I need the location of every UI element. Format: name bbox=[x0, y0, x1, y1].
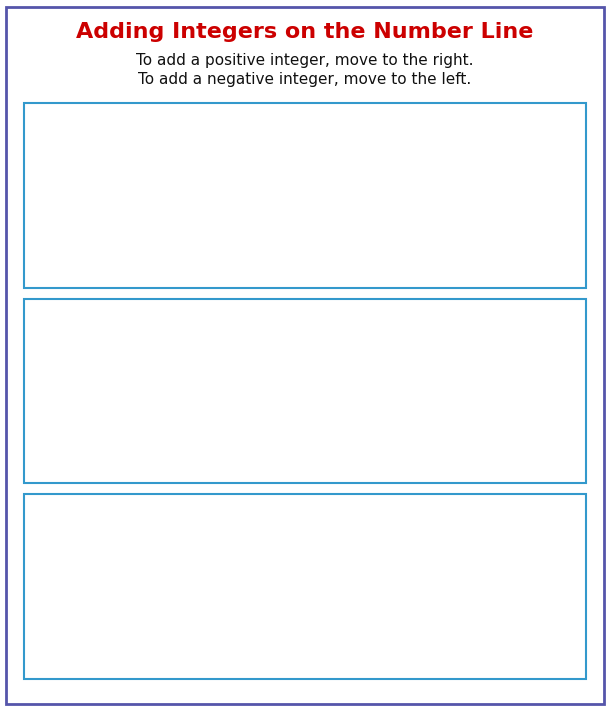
Text: -4: -4 bbox=[188, 611, 199, 624]
Text: 2: 2 bbox=[389, 416, 396, 429]
Text: -2: -2 bbox=[336, 611, 348, 624]
Text: 5: 5 bbox=[564, 416, 572, 429]
Text: -5: -5 bbox=[360, 634, 381, 653]
Text: 7: 7 bbox=[511, 439, 525, 457]
Text: 5: 5 bbox=[563, 220, 570, 233]
Text: 3: 3 bbox=[447, 416, 454, 429]
Text: =: = bbox=[270, 634, 300, 653]
Text: +: + bbox=[88, 243, 118, 262]
Text: 7: 7 bbox=[299, 312, 311, 331]
Text: -3: -3 bbox=[95, 416, 107, 429]
Text: 4: 4 bbox=[506, 416, 513, 429]
Text: – 4: – 4 bbox=[254, 508, 282, 526]
Text: -1: -1 bbox=[443, 544, 464, 562]
Text: 0: 0 bbox=[487, 611, 494, 624]
Text: Adding Integers on the Number Line: Adding Integers on the Number Line bbox=[76, 22, 534, 42]
Text: -3: -3 bbox=[178, 348, 198, 367]
Text: 4: 4 bbox=[58, 243, 71, 262]
Text: -1: -1 bbox=[212, 416, 223, 429]
Text: -4: -4 bbox=[36, 416, 48, 429]
Text: +: + bbox=[118, 634, 148, 653]
Text: To add a negative integer, move to the left.: To add a negative integer, move to the l… bbox=[138, 72, 472, 87]
Text: 0: 0 bbox=[236, 220, 243, 233]
Text: -2: -2 bbox=[103, 220, 115, 233]
Text: 1: 1 bbox=[561, 611, 569, 624]
Text: -4: -4 bbox=[209, 634, 231, 653]
Text: -1: -1 bbox=[411, 611, 422, 624]
Text: 2: 2 bbox=[367, 220, 374, 233]
Text: -6: -6 bbox=[40, 611, 51, 624]
Text: =: = bbox=[239, 243, 269, 262]
Text: -1: -1 bbox=[168, 220, 180, 233]
Text: -1: -1 bbox=[58, 634, 79, 653]
Text: 3: 3 bbox=[432, 220, 439, 233]
Text: -2: -2 bbox=[330, 243, 351, 262]
Text: – 6: – 6 bbox=[291, 117, 319, 135]
Text: 1: 1 bbox=[301, 220, 309, 233]
Text: -3: -3 bbox=[38, 220, 49, 233]
Text: =: = bbox=[541, 439, 571, 457]
Text: 4: 4 bbox=[497, 220, 505, 233]
Text: -3: -3 bbox=[360, 439, 381, 457]
Text: -2: -2 bbox=[153, 416, 165, 429]
Text: -6: -6 bbox=[179, 243, 200, 262]
Text: +: + bbox=[420, 439, 450, 457]
Text: 0: 0 bbox=[272, 416, 279, 429]
Text: To add a positive integer, move to the right.: To add a positive integer, move to the r… bbox=[136, 53, 474, 68]
Text: -5: -5 bbox=[113, 611, 126, 624]
Text: 1: 1 bbox=[331, 416, 338, 429]
Text: 4: 4 bbox=[364, 153, 376, 171]
Text: -3: -3 bbox=[262, 611, 274, 624]
FancyBboxPatch shape bbox=[6, 7, 604, 704]
